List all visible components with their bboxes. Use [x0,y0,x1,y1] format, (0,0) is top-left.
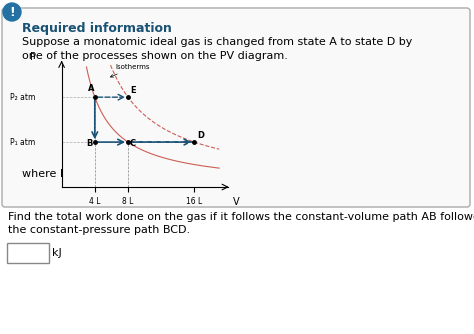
Text: = 1.20 and P: = 1.20 and P [65,169,137,179]
Text: kJ: kJ [52,248,62,258]
Text: P₁ atm: P₁ atm [10,138,35,147]
Text: P: P [29,51,36,61]
Text: Find the total work done on the gas if it follows the constant-volume path AB fo: Find the total work done on the gas if i… [8,212,474,222]
Text: P₂ atm: P₂ atm [9,93,35,102]
Text: Required information: Required information [22,22,172,35]
Text: C: C [130,139,136,148]
X-axis label: V: V [233,197,239,207]
Text: 1: 1 [60,172,65,181]
Circle shape [3,3,21,21]
Text: B: B [86,139,93,148]
Text: one of the processes shown on the PV diagram.: one of the processes shown on the PV dia… [22,51,288,61]
Text: Suppose a monatomic ideal gas is changed from state A to state D by: Suppose a monatomic ideal gas is changed… [22,37,412,47]
Text: the constant-pressure path BCD.: the constant-pressure path BCD. [8,225,190,235]
Text: Isotherms: Isotherms [110,64,150,77]
Text: where P: where P [22,169,67,179]
Text: E: E [130,86,136,95]
Text: 2: 2 [120,172,125,181]
Text: = 2.40.: = 2.40. [125,169,166,179]
Text: D: D [197,131,204,140]
Text: A: A [88,85,95,94]
Text: !: ! [9,5,15,18]
FancyBboxPatch shape [2,8,470,207]
FancyBboxPatch shape [7,243,49,263]
